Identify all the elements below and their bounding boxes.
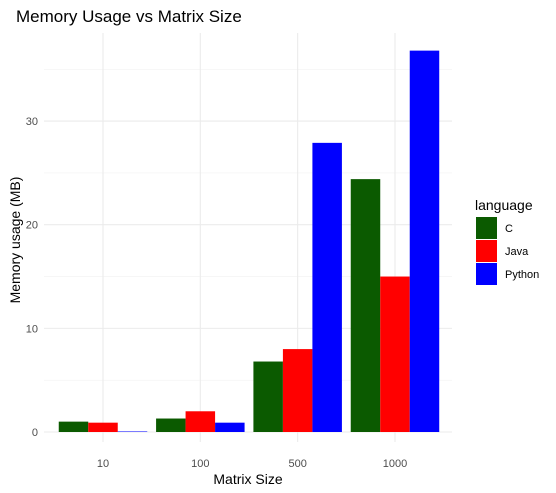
bar-java-500: [282, 349, 313, 432]
x-axis-title: Matrix Size: [213, 471, 282, 487]
y-tick-label: 0: [32, 427, 38, 439]
legend: language C Java Python: [475, 197, 539, 285]
x-tick-label: 10: [97, 458, 109, 470]
y-tick-label: 30: [26, 116, 38, 128]
legend-key-python: [476, 263, 497, 285]
legend-label-java: Java: [505, 246, 529, 258]
grid: [44, 33, 452, 442]
legend-key-c: [476, 217, 497, 239]
bar-python-10: [117, 431, 148, 432]
y-tick-label: 10: [26, 323, 38, 335]
bar-python-100: [215, 422, 245, 432]
x-tick-label: 1000: [383, 458, 407, 470]
bar-java-1000: [380, 276, 410, 432]
x-tick-label: 100: [191, 458, 209, 470]
bar-python-1000: [409, 50, 440, 432]
y-tick-label: 20: [26, 220, 38, 232]
bar-python-500: [312, 142, 342, 432]
bars: [58, 50, 440, 432]
legend-title: language: [475, 197, 533, 213]
bar-c-500: [253, 361, 283, 432]
chart-title: Memory Usage vs Matrix Size: [16, 7, 242, 26]
bar-c-100: [156, 418, 186, 432]
legend-label-python: Python: [505, 269, 539, 281]
x-tick-labels: 10 100 500 1000: [97, 458, 407, 470]
bar-c-1000: [350, 179, 381, 432]
bar-java-100: [185, 411, 216, 432]
legend-label-c: C: [505, 223, 513, 235]
legend-key-java: [476, 240, 497, 262]
y-tick-labels: 0 10 20 30: [26, 116, 38, 439]
bar-c-10: [58, 421, 89, 432]
x-tick-label: 500: [288, 458, 306, 470]
y-axis-title: Memory usage (MB): [7, 177, 23, 304]
bar-java-10: [88, 422, 118, 432]
